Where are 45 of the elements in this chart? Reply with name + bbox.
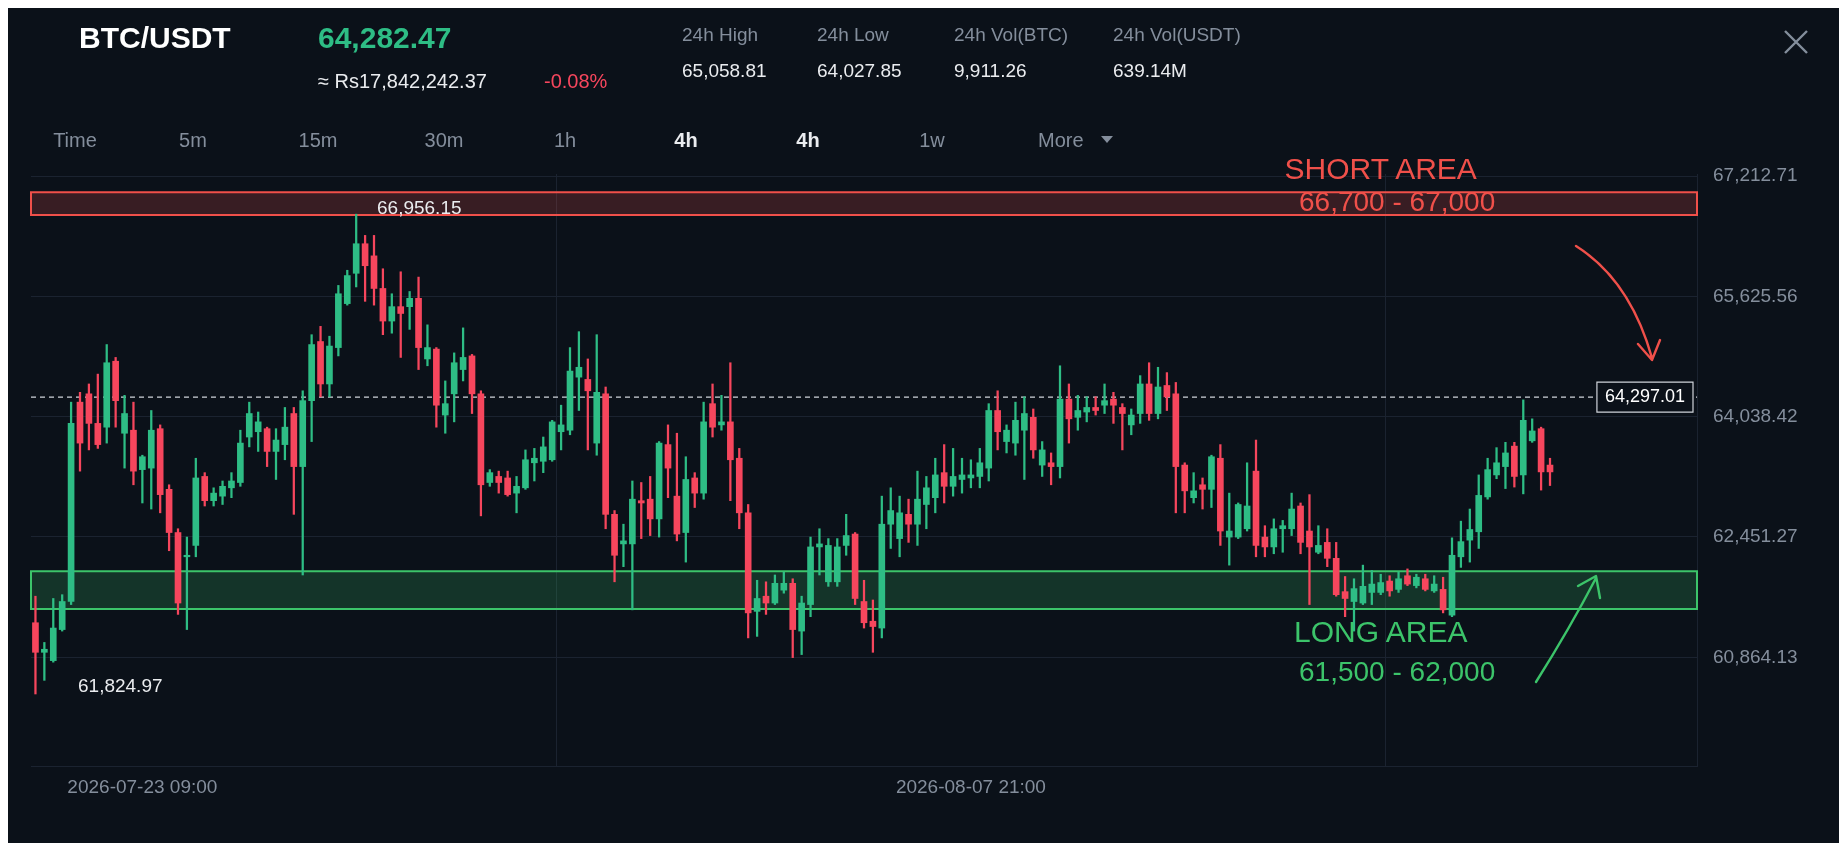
candlestick [1199,477,1206,510]
text: 64,027.85 [817,60,902,82]
annotation: SHORT AREA [1284,152,1477,186]
annotation: LONG AREA [1294,615,1468,649]
text: 1w [919,128,945,152]
candlestick [424,324,431,367]
text: -0.08% [544,69,608,93]
text: 24h Vol(BTC) [954,24,1069,46]
text: 65,058.81 [682,60,767,82]
text: 9,911.26 [954,60,1027,82]
text: More [1038,128,1084,152]
candlestick [1110,391,1117,424]
text: 15m [298,128,338,152]
text: 5m [179,128,207,152]
candlestick [228,472,235,498]
band-label: 61,500 - 62,000 [1299,655,1496,687]
text: 639.14M [1113,60,1187,82]
candlestick [121,395,128,469]
text: 30m [424,128,464,152]
y-tick-label: 65,625.56 [1713,284,1798,306]
text: 24h Vol(USDT) [1113,24,1241,46]
annotation: 61,824.97 [78,675,163,697]
text: Time [53,128,97,152]
text: 4h [674,128,698,152]
x-tick-label: 2026-08-07 21:00 [895,775,1046,797]
candlestick [513,476,520,514]
candlestick [1306,494,1313,605]
candlestick [32,595,39,695]
candlestick [1502,442,1509,489]
x-tick-label: 2026-07-23 09:00 [67,775,218,797]
text: 4h [796,128,820,152]
y-tick-label: 67,212.71 [1713,164,1798,186]
y-tick-label: 62,451.27 [1713,525,1798,547]
candlestick [905,498,912,543]
text: 24h High [682,24,759,46]
annotation: 66,956.15 [377,197,462,219]
text: 24h Low [817,24,889,46]
candlestick [1101,383,1108,414]
y-tick-label: 64,038.42 [1713,404,1798,426]
y-tick-label: 60,864.13 [1713,645,1798,667]
chart-title: BTC/USDT [79,21,231,55]
text: ≈ Rs17,842,242.37 [318,69,487,93]
text: 1h [553,128,577,152]
chart-subtitle: 64,282.47 [318,21,452,55]
ref-line-label: 64,297.01 [1604,386,1685,407]
